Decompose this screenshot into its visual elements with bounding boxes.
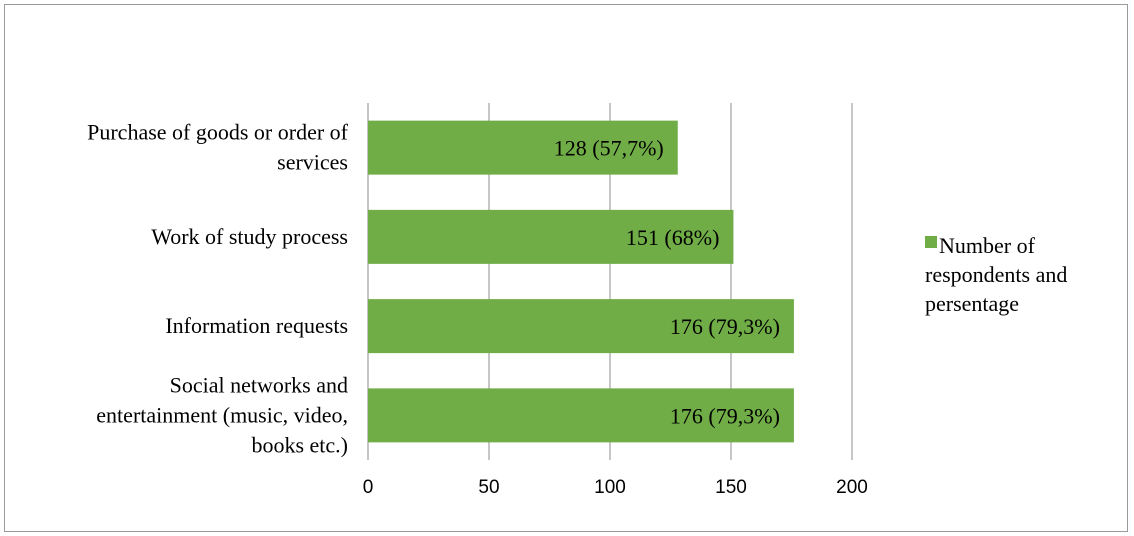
bar-3	[368, 388, 794, 443]
legend-swatch	[925, 236, 937, 248]
data-label: 176 (79,3%)	[670, 314, 780, 339]
x-tick-label: 150	[715, 477, 747, 498]
x-tick-label: 100	[594, 477, 626, 498]
category-label: Social networks and entertainment (music,…	[96, 372, 348, 457]
x-tick-label: 0	[363, 477, 374, 498]
bar-0	[368, 120, 678, 175]
bar-1	[368, 209, 734, 264]
data-label: 151 (68%)	[626, 225, 719, 250]
category-label: Purchase of goods or order of services	[87, 120, 349, 175]
x-tick-label: 200	[836, 477, 868, 498]
legend-label: Number of respondents and persentage	[925, 233, 1067, 316]
category-label: Information requests	[165, 313, 348, 338]
bar-2	[368, 299, 794, 354]
category-label: Work of study process	[151, 224, 348, 249]
chart-frame: 0 50 100 150 200 128 (57,7%) Purchase of goods…	[4, 4, 1128, 532]
bar-chart: 0 50 100 150 200 128 (57,7%) Purchase of goods…	[87, 103, 1067, 498]
data-label: 176 (79,3%)	[670, 403, 780, 428]
x-tick-label: 50	[478, 477, 499, 498]
data-label: 128 (57,7%)	[554, 136, 664, 161]
